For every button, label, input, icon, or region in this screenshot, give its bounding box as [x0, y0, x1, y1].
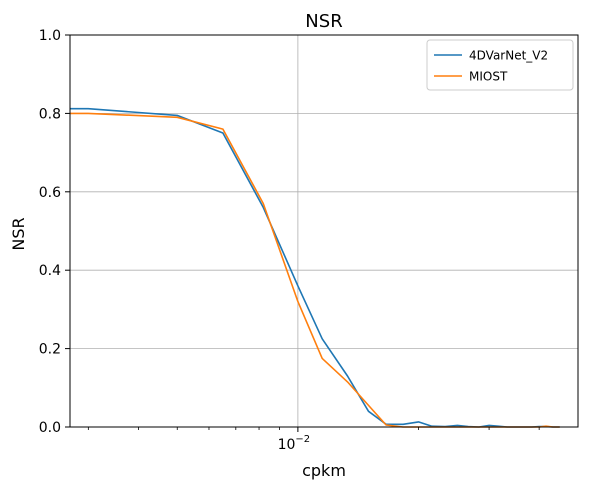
legend: 4DVarNet_V2 MIOST	[426, 39, 574, 91]
y-tick-label: 0.6	[39, 185, 61, 201]
y-tick-label: 0.2	[39, 342, 61, 358]
y-tick-label: 1.0	[39, 28, 61, 44]
chart-title: NSR	[305, 11, 342, 32]
y-tick-label: 0.4	[39, 263, 61, 279]
y-axis-label: NSR	[9, 217, 28, 250]
legend-label: 4DVarNet_V2	[469, 49, 548, 63]
plot-frame	[69, 34, 579, 428]
legend-label: MIOST	[469, 70, 508, 84]
legend-box	[426, 39, 574, 91]
y-tick-label: 0.0	[39, 420, 61, 436]
ticks-layer: 0.0 0.2 0.4 0.6 0.8 1.0 10−2	[39, 28, 540, 453]
y-tick-label: 0.8	[39, 106, 61, 122]
x-axis-label: cpkm	[302, 461, 346, 480]
x-tick-label: 10−2	[278, 434, 311, 453]
